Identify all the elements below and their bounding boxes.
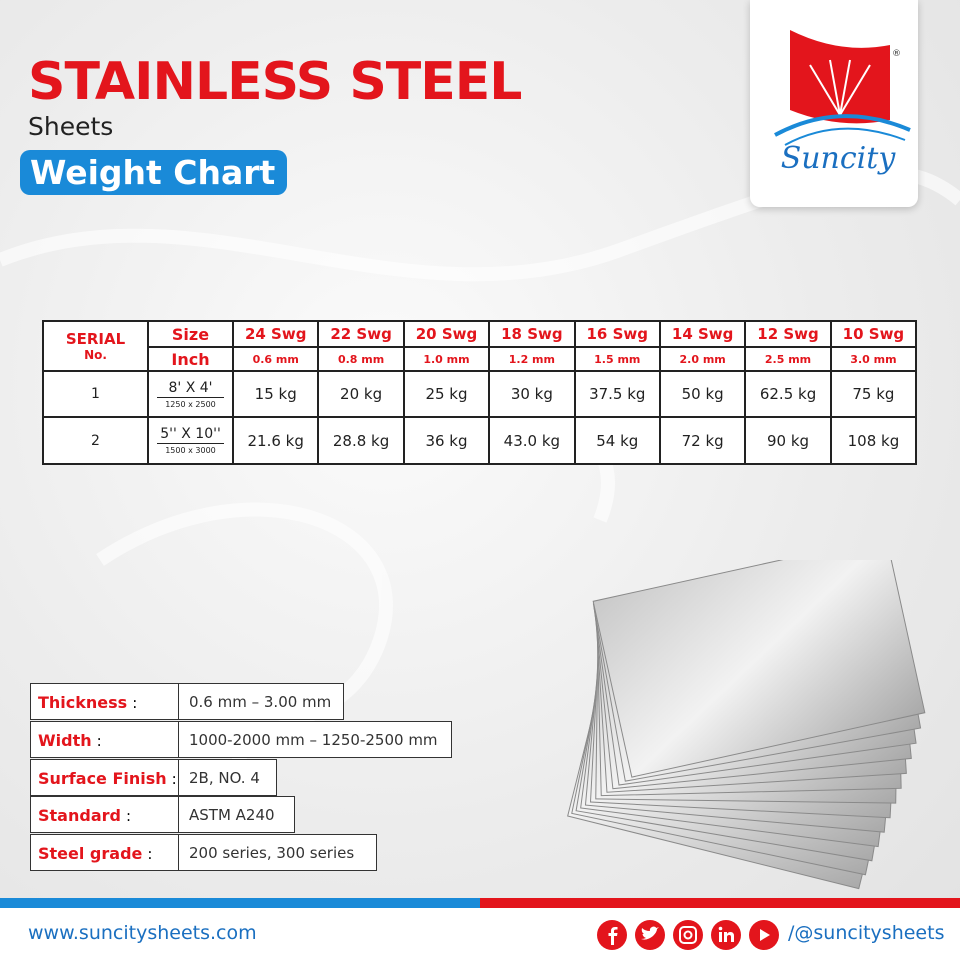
logo: Suncity ®: [750, 0, 918, 207]
footer-bar: [0, 898, 480, 908]
spec-label-cell: Surface Finish:: [30, 758, 179, 796]
serial: 1: [42, 370, 149, 418]
spec-value: 2B, NO. 4: [178, 758, 277, 796]
gauge-header: 22 Swg: [317, 320, 405, 348]
gauge-mm: 1.5 mm: [573, 346, 661, 372]
header-row: SERIAL No. Size 24 Swg 22 Swg 20 Swg 18 Swg 16 …: [42, 320, 918, 372]
serial-header: SERIAL No.: [42, 320, 149, 372]
spec-label: Standard: [38, 806, 121, 826]
gauge-header: 12 Swg: [744, 320, 832, 348]
gauge-header: 20 Swg: [402, 320, 491, 348]
gauge-header: 10 Swg: [829, 320, 918, 348]
gauge-mm: 1.2 mm: [488, 346, 576, 372]
weight: 90 kg: [744, 416, 832, 465]
gauge-mm: 2.5 mm: [744, 346, 832, 372]
weight: 21.6 kg: [231, 416, 320, 465]
serial: 2: [42, 416, 149, 465]
spec-value: 0.6 mm – 3.00 mm: [178, 683, 344, 720]
serial-label: SERIAL: [65, 330, 126, 348]
social-handle: /@suncitysheets: [788, 922, 945, 944]
weight: 30 kg: [488, 370, 576, 418]
weight-table: SERIAL No. Size 24 Swg 22 Swg 20 Swg 18 Swg 16 …: [42, 320, 918, 465]
weight: 28.8 kg: [317, 416, 405, 465]
subtitle: Sheets: [28, 112, 114, 141]
weight: 43.0 kg: [488, 416, 576, 465]
gauge-mm: 0.6 mm: [231, 346, 320, 372]
steel-sheet: [592, 560, 926, 778]
size-mm: 1250 x 2500: [165, 399, 216, 409]
gauge-header: 16 Swg: [573, 320, 661, 348]
spec-label: Width: [38, 730, 92, 750]
gauge-mm: 0.8 mm: [317, 346, 405, 372]
logo-mark: ®: [892, 49, 901, 59]
serial-label: No.: [84, 348, 107, 362]
spec-label-cell: Steel grade:: [30, 834, 179, 872]
spec-label: Thickness: [38, 693, 128, 712]
data-row: 1 8' X 4' 1250 x 2500 15 kg 20 kg 25 kg 30 kg 3…: [42, 370, 918, 418]
spec-separator: :: [171, 769, 177, 788]
size: 5'' X 10'': [157, 426, 224, 444]
weight: 37.5 kg: [573, 370, 661, 418]
spec-label-cell: Standard:: [30, 796, 179, 834]
social-icons: [597, 920, 779, 950]
gauge-header: 14 Swg: [658, 320, 747, 348]
weight: 25 kg: [402, 370, 491, 418]
gauge-mm: 3.0 mm: [829, 346, 918, 372]
size-header: Size: [147, 320, 234, 348]
header-row: Inch 0.6 mm 0.8 mm 1.0 mm 1.2 mm 1.5 mm 2.0 mm…: [43, 346, 918, 372]
spec-separator: :: [132, 694, 138, 712]
gauge-mm: 1.0 mm: [402, 346, 491, 372]
spec-label: Steel grade: [38, 844, 143, 864]
footer-bar: [480, 898, 960, 908]
size-mm: 1500 x 3000: [165, 446, 216, 455]
logo-art: Suncity ®: [774, 30, 911, 176]
spec-label-cell: Width:: [30, 720, 179, 758]
weight: 72 kg: [658, 416, 747, 465]
weight: 62.5 kg: [744, 370, 832, 418]
sheets-image: [567, 560, 926, 890]
title: STAINLESS STEEL: [28, 52, 522, 112]
logo-name: Suncity: [781, 141, 897, 176]
spec-value: 200 series, 300 series: [178, 834, 377, 872]
weight: 36 kg: [402, 416, 491, 465]
weight: 15 kg: [231, 370, 320, 418]
gauge-header: 18 Swg: [488, 320, 576, 348]
spec-separator: :: [125, 807, 132, 826]
size: 8' X 4': [157, 380, 224, 398]
data-row: 2 5'' X 10'' 1500 x 3000 21.6 kg 28.8 kg 36 k…: [42, 416, 918, 465]
size-cell: 5'' X 10'' 1500 x 3000: [147, 416, 234, 465]
weight: 20 kg: [317, 370, 405, 418]
spec-label-cell: Thickness:: [30, 683, 179, 720]
spec-label: Surface Finish: [38, 768, 167, 788]
size-header: Inch: [147, 346, 234, 372]
gauge-header: 24 Swg: [231, 320, 320, 348]
weight: 75 kg: [829, 370, 918, 418]
weight: 50 kg: [658, 370, 747, 418]
weight: 108 kg: [829, 416, 918, 465]
spec-value: ASTM A240: [178, 796, 295, 834]
spec-separator: :: [96, 731, 102, 750]
gauge-mm: 2.0 mm: [658, 346, 747, 372]
weight: 54 kg: [573, 416, 661, 465]
spec-separator: :: [147, 845, 153, 864]
footer: [0, 908, 960, 960]
size-cell: 8' X 4' 1250 x 2500: [147, 370, 234, 418]
badge: Weight Chart: [20, 150, 287, 195]
spec-value: 1000-2000 mm – 1250-2500 mm: [178, 720, 452, 758]
instagram-icon[interactable]: [673, 920, 703, 950]
website: www.suncitysheets.com: [28, 922, 257, 944]
